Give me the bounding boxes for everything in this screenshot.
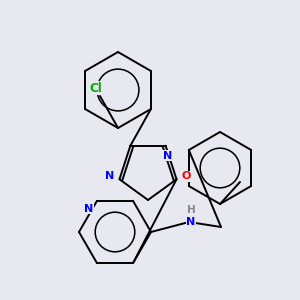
Text: H: H [187, 205, 195, 215]
Text: O: O [182, 171, 191, 181]
Text: N: N [163, 151, 172, 161]
Text: Cl: Cl [90, 82, 102, 94]
Text: N: N [84, 204, 94, 214]
Text: N: N [105, 171, 114, 181]
Text: N: N [186, 217, 196, 227]
